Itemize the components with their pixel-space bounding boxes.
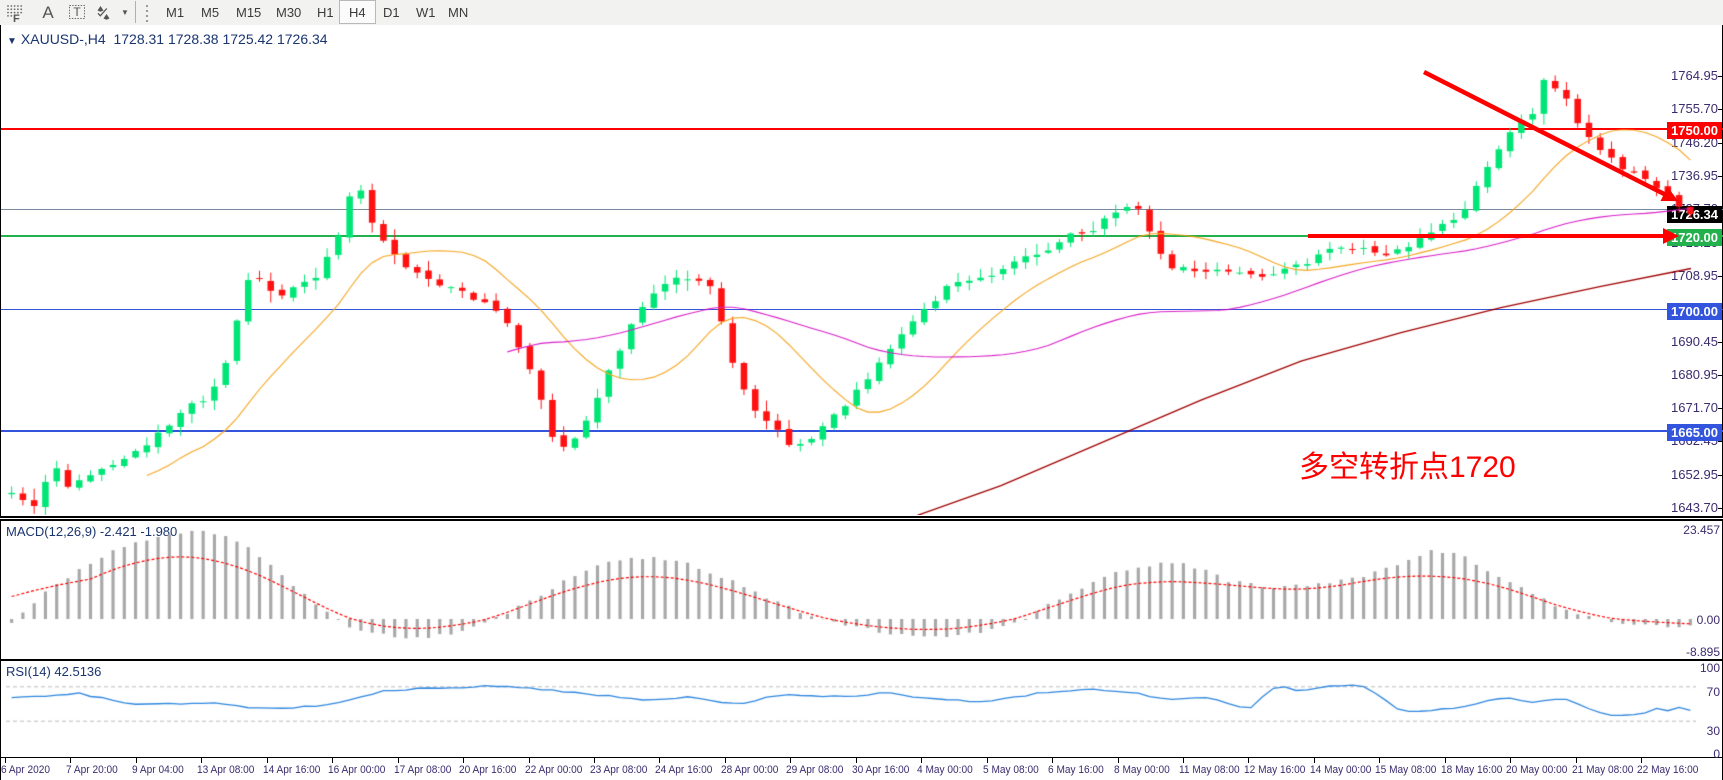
svg-text:T: T: [73, 5, 81, 19]
